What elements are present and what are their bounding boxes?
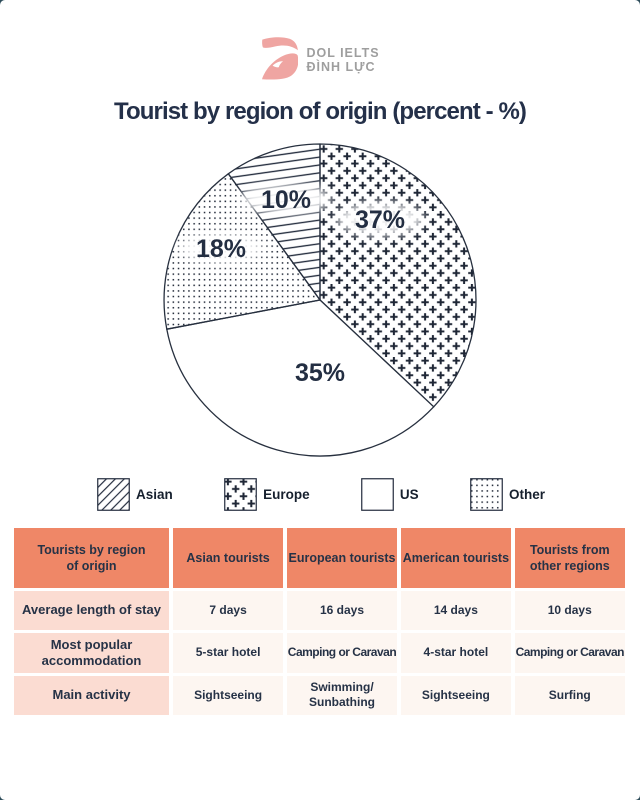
svg-text:37%: 37% <box>355 206 405 234</box>
svg-text:18%: 18% <box>196 235 246 263</box>
svg-text:10%: 10% <box>261 186 311 214</box>
svg-text:35%: 35% <box>295 359 345 387</box>
